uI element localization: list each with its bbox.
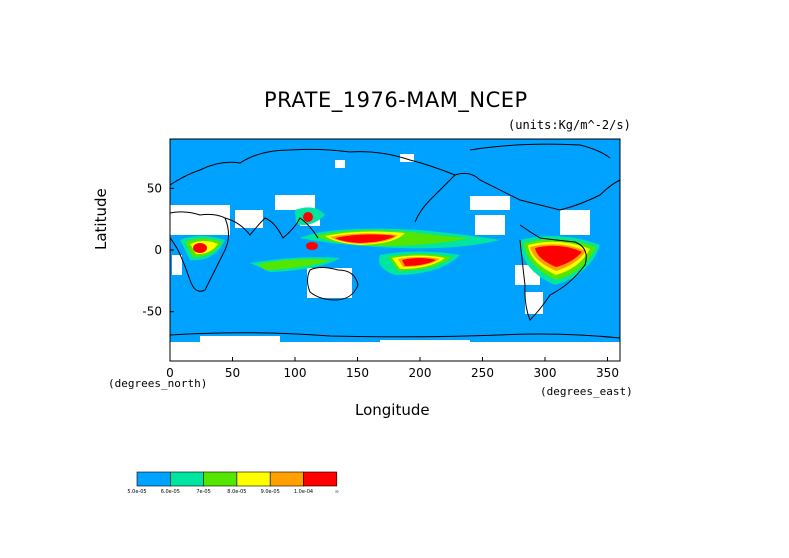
- missing-data-patches: [170, 154, 620, 361]
- colorbar: 5.0e-05 6.0e-05 7e-05 8.0e-05 9.0e-05 1.0e-04…: [127, 471, 339, 495]
- x-tick-label: 150: [346, 366, 369, 380]
- colorbar-swatch: [303, 471, 338, 487]
- colorbar-swatch: [170, 471, 204, 487]
- colorbar-label: 7e-05: [196, 489, 210, 495]
- x-tick-label: 200: [409, 366, 432, 380]
- x-axis-label: Longitude: [355, 401, 430, 419]
- y-tick-label: 0: [154, 243, 162, 257]
- coastlines: [169, 143, 621, 339]
- x-tick-label: 300: [534, 366, 557, 380]
- y-tick-label: 50: [147, 181, 162, 195]
- x-tick-label: 250: [471, 366, 494, 380]
- chart-title: PRATE_1976-MAM_NCEP: [264, 88, 528, 112]
- y-ticks: 50 0 -50: [142, 181, 174, 319]
- precipitation-map: [169, 138, 621, 362]
- x-tick-label: 0: [166, 366, 174, 380]
- colorbar-label: 6.0e-05: [161, 489, 180, 495]
- x-tick-label: 50: [225, 366, 240, 380]
- units-label: (units:Kg/m^-2/s): [508, 118, 631, 132]
- contour-level-5: [193, 212, 582, 267]
- colorbar-swatch: [203, 471, 238, 487]
- colorbar-label: 9.0e-05: [261, 489, 280, 495]
- x-unit-note: (degrees_north): [108, 377, 208, 390]
- colorbar-label: 1.0e-04: [294, 489, 313, 495]
- colorbar-swatch: [136, 471, 171, 487]
- colorbar-swatch: [269, 471, 304, 487]
- colorbar-label: 8.0e-05: [227, 489, 246, 495]
- y-tick-label: -50: [142, 305, 162, 319]
- colorbar-label: ∞: [335, 489, 339, 495]
- y-unit-note: (degrees_east): [540, 385, 633, 398]
- x-tick-label: 100: [284, 366, 307, 380]
- x-ticks: 0 50 100 150 200 250 300 350: [166, 357, 619, 380]
- colorbar-label: 5.0e-05: [127, 489, 146, 495]
- colorbar-swatch: [236, 471, 271, 487]
- x-tick-label: 350: [596, 366, 619, 380]
